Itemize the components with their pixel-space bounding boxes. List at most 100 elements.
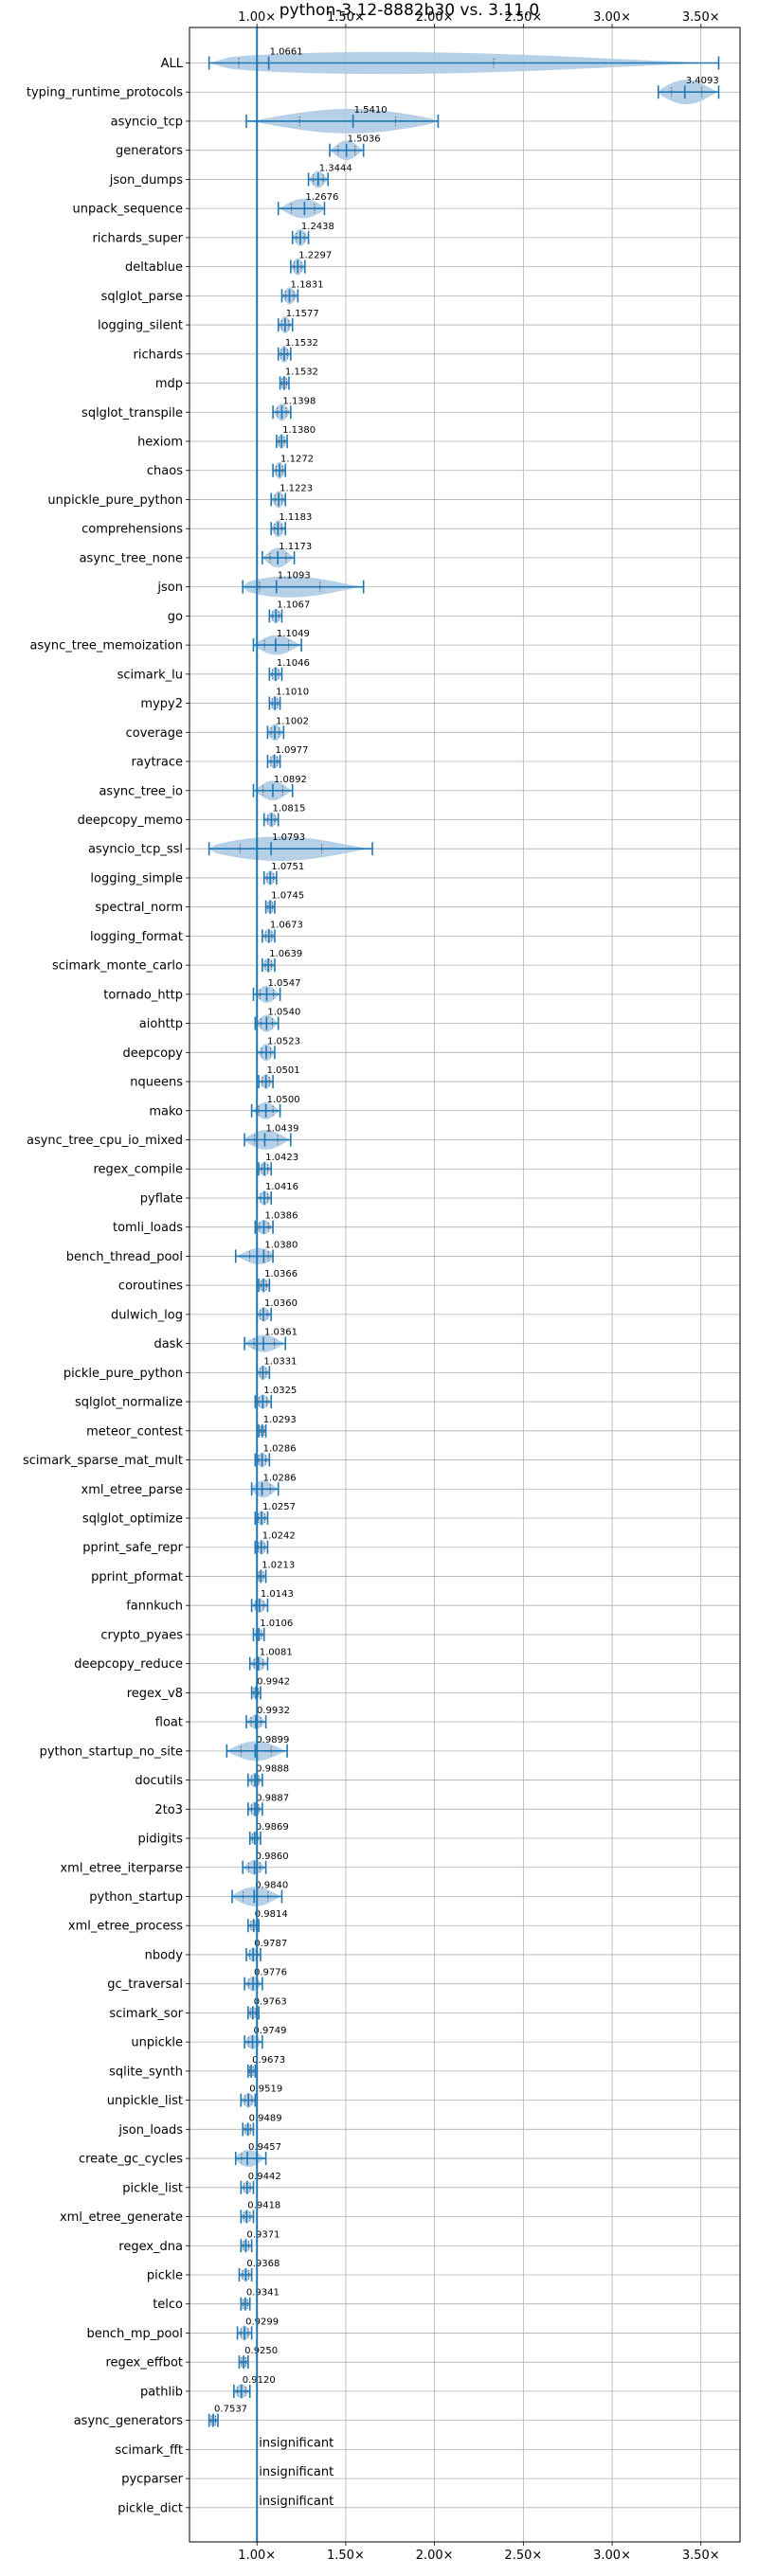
benchmark-label: sqlglot_optimize [82, 1512, 183, 1527]
value-label: 1.0325 [263, 1386, 297, 1396]
benchmark-label: pyflate [140, 1191, 183, 1206]
value-label: 1.1046 [277, 658, 310, 669]
value-label: 1.0213 [262, 1560, 295, 1570]
value-label: 1.1831 [291, 279, 324, 290]
value-label: 1.0360 [264, 1298, 298, 1309]
value-label: 1.1272 [280, 455, 314, 465]
benchmark-label: json_dumps [109, 173, 183, 188]
value-label: 0.9371 [246, 2229, 280, 2240]
value-label: 0.9418 [247, 2201, 280, 2211]
value-label: 1.0293 [263, 1415, 297, 1425]
benchmark-label: generators [116, 144, 183, 158]
value-label: 1.1173 [279, 542, 312, 552]
value-label: 1.1532 [285, 338, 318, 349]
x-tick-label-top: 3.00× [593, 10, 631, 25]
value-label: 1.0523 [267, 1036, 300, 1046]
value-label: 1.0793 [272, 832, 305, 843]
value-label: 1.1093 [278, 571, 311, 581]
chart-title: python-3.12-8882b30 vs. 3.11.0 [280, 1, 539, 20]
benchmark-label: async_tree_io [99, 784, 183, 798]
benchmark-label: dask [153, 1337, 183, 1351]
insignificant-label: insignificant [259, 2436, 334, 2450]
benchmark-label: regex_dna [118, 2240, 183, 2254]
x-tick-label-bottom: 1.50× [327, 2549, 365, 2563]
value-label: 1.0977 [276, 745, 309, 756]
benchmark-label: unpickle_pure_python [47, 493, 183, 508]
benchmark-label: richards [134, 348, 184, 362]
value-label: 0.9299 [245, 2317, 279, 2327]
x-tick-label-bottom: 1.00× [238, 2549, 276, 2563]
value-label: 1.0143 [261, 1589, 294, 1600]
benchmark-label: richards_super [92, 231, 183, 245]
benchmark-label: mdp [155, 377, 183, 391]
value-label: 1.1532 [285, 367, 318, 378]
x-tick-label-top: 2.50× [504, 10, 542, 25]
value-label: 1.0751 [271, 862, 304, 872]
value-label: 0.7537 [214, 2405, 247, 2415]
benchmark-label: asyncio_tcp [111, 115, 183, 129]
value-label: 0.9250 [244, 2346, 278, 2356]
value-label: 0.9942 [257, 1676, 290, 1687]
value-label: 1.5410 [354, 105, 388, 116]
benchmark-label: tornado_http [103, 988, 183, 1002]
benchmark-label: xml_etree_parse [81, 1483, 183, 1497]
benchmark-label: gc_traversal [107, 1977, 183, 1992]
benchmark-label: chaos [147, 464, 183, 478]
benchmark-label: xml_etree_iterparse [60, 1861, 183, 1875]
benchmark-label: deepcopy_reduce [74, 1657, 183, 1672]
value-label: 0.9519 [249, 2084, 282, 2095]
benchmark-label: bench_thread_pool [66, 1250, 183, 1264]
value-label: 1.0500 [267, 1095, 300, 1105]
benchmark-label: deepcopy_memo [78, 814, 183, 828]
value-label: 1.1067 [277, 599, 310, 610]
benchmark-label: unpack_sequence [72, 203, 183, 217]
benchmark-label: xml_etree_process [68, 1920, 183, 1934]
value-label: 0.9814 [255, 1909, 288, 1920]
x-tick-label-bottom: 3.50× [682, 2549, 720, 2563]
value-label: 1.0673 [270, 920, 303, 930]
benchmark-label: comprehensions [81, 523, 183, 537]
benchmark-label: telco [153, 2298, 183, 2312]
value-label: 1.0366 [264, 1269, 298, 1279]
value-label: 1.2297 [298, 251, 332, 261]
value-label: 1.1380 [282, 425, 316, 436]
value-label: 1.1398 [282, 396, 316, 406]
benchmark-label: logging_format [90, 930, 183, 944]
benchmark-label: python_startup [89, 1890, 183, 1905]
benchmark-label: float [155, 1716, 183, 1730]
value-label: 0.9368 [246, 2259, 280, 2269]
value-label: 1.0661 [270, 47, 303, 58]
value-label: 1.2438 [301, 222, 334, 232]
benchmark-label: scimark_lu [117, 668, 183, 682]
value-label: 1.0386 [264, 1211, 298, 1222]
value-label: 1.0501 [267, 1065, 300, 1076]
data-labels: 1.0661 3.4093 1.5410 1.5036 1.3444 1.2676 1.24… [214, 47, 719, 2509]
x-tick-label-bottom: 3.00× [593, 2549, 631, 2563]
benchmark-label: typing_runtime_protocols [27, 86, 183, 100]
value-label: 1.0815 [272, 803, 305, 814]
value-label: 1.0380 [264, 1240, 298, 1250]
value-label: 1.0547 [267, 978, 300, 989]
x-axis-ticks: 1.00× 1.00× 1.50× 1.50× 2.00× 2.00× 2.50× 2.50×… [186, 10, 720, 2563]
benchmark-label: sqlglot_transpile [81, 406, 183, 420]
value-label: 0.9888 [256, 1764, 289, 1775]
x-tick-label-bottom: 2.00× [416, 2549, 454, 2563]
benchmark-label: scimark_monte_carlo [52, 959, 183, 974]
benchmark-label: sqlglot_normalize [75, 1396, 183, 1410]
value-label: 1.1183 [279, 512, 312, 523]
value-label: 1.0286 [263, 1473, 297, 1483]
benchmark-label: crypto_pyaes [100, 1628, 183, 1642]
benchmark-label: python_startup_no_site [40, 1744, 183, 1759]
benchmark-label: nqueens [130, 1076, 183, 1090]
benchmark-label: nbody [145, 1948, 184, 1962]
value-label: 1.1223 [280, 483, 313, 493]
value-label: 0.9887 [256, 1793, 289, 1803]
benchmark-label: pickle_list [122, 2181, 183, 2195]
violins [208, 51, 720, 2427]
value-label: 1.0439 [265, 1124, 298, 1135]
value-label: 1.0257 [262, 1502, 296, 1512]
benchmark-label: unpickle_list [107, 2094, 183, 2108]
value-label: 1.3444 [319, 163, 352, 173]
value-label: 1.0639 [269, 949, 302, 959]
